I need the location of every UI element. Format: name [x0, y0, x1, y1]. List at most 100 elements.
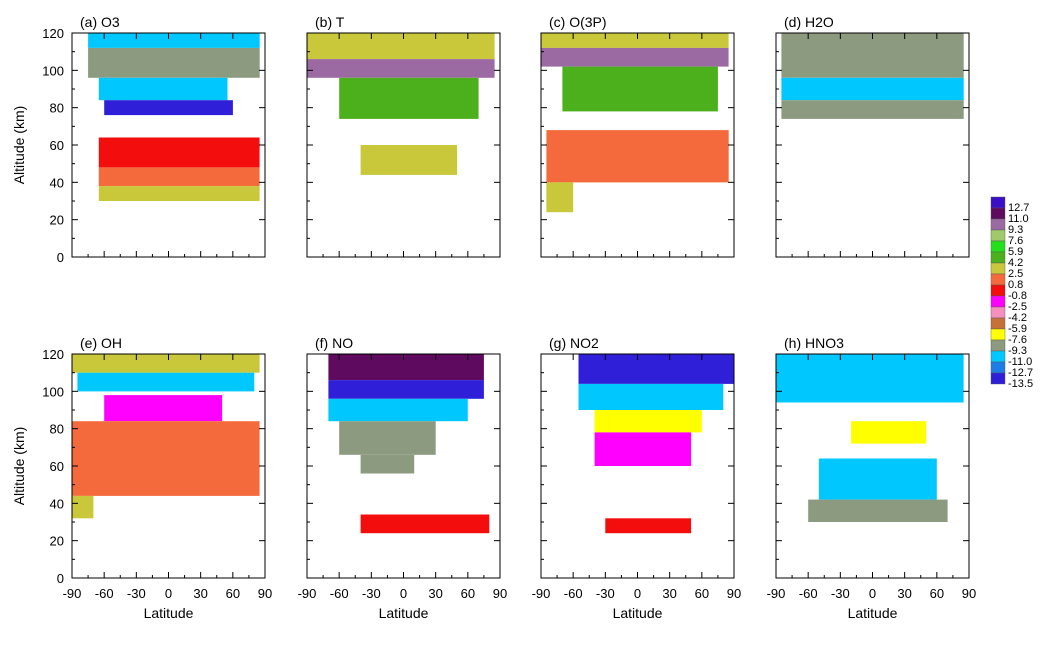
contour-band	[594, 432, 692, 466]
x-axis-label: Latitude	[144, 605, 194, 621]
x-tick-label: 90	[962, 586, 976, 601]
colorbar-label: -7.6	[1008, 334, 1027, 346]
panel-hno3: (h) HNO3 -90 -60 -30 0 30 60 90 Latitude	[767, 335, 977, 621]
y-tick-label: 60	[50, 138, 64, 153]
colorbar-swatch	[990, 295, 1006, 308]
contour-band	[339, 77, 479, 119]
y-tick-label: 80	[50, 101, 64, 116]
contour-band	[808, 499, 948, 522]
panels-group: (a) O3 0 20 40 60 80 100 120 Altitude (km) (b) T (…	[11, 14, 976, 621]
contour-band	[818, 458, 937, 500]
y-axis-label: Altitude (km)	[11, 106, 27, 185]
colorbar-swatch	[990, 328, 1006, 341]
colorbar-swatch	[990, 251, 1006, 264]
colorbar-swatch	[990, 284, 1006, 297]
contour-band	[541, 33, 729, 48]
contour-band	[77, 372, 255, 392]
y-tick-label: 40	[50, 175, 64, 190]
colorbar-label: 12.7	[1008, 202, 1029, 214]
panel-t: (b) T	[306, 14, 501, 258]
colorbar-swatch	[990, 339, 1006, 352]
x-tick-label: 30	[193, 586, 207, 601]
contour-band	[360, 145, 458, 175]
x-tick-label: -60	[799, 586, 818, 601]
contour-band	[98, 167, 260, 187]
contour-band	[781, 33, 964, 78]
contour-band	[360, 454, 415, 474]
contour-band	[72, 354, 260, 373]
x-tick-label: -30	[831, 586, 850, 601]
contour-band	[578, 383, 724, 410]
x-axis-label: Latitude	[613, 605, 663, 621]
contour-band	[776, 354, 964, 403]
panel-no: (f) NO -90 -60 -30 0 30 60 90 Latitude	[298, 335, 508, 621]
panel-oh: (e) OH -90 -60 -30 0 30 60 90 Latitude 0 20 40 60 80 1…	[11, 335, 272, 621]
panel-title: (e) OH	[80, 335, 122, 351]
contour-band	[781, 77, 964, 101]
panel-title: (d) H2O	[784, 14, 834, 30]
panel-no2: (g) NO2 -90 -60 -30 0 30 60 90 Latitude	[532, 335, 742, 621]
contour-band	[605, 518, 692, 534]
x-tick-label: -60	[564, 586, 583, 601]
panel-title: (c) O(3P)	[549, 14, 607, 30]
x-tick-label: -30	[362, 586, 381, 601]
colorbar-label: 11.0	[1008, 213, 1029, 225]
x-tick-label: 30	[662, 586, 676, 601]
colorbar-swatch	[990, 273, 1006, 286]
contour-band	[88, 47, 260, 78]
contour-band	[72, 421, 260, 496]
colorbar: 12.711.09.37.65.94.22.50.8-0.8-2.5-4.2-5…	[990, 196, 1033, 390]
x-tick-label: -90	[298, 586, 317, 601]
panel-title: (a) O3	[80, 14, 120, 30]
contour-band	[328, 354, 484, 381]
panel-o3: (a) O3 0 20 40 60 80 100 120 Altitude (km)	[11, 14, 266, 265]
colorbar-swatch	[990, 317, 1006, 330]
x-tick-label: -90	[63, 586, 82, 601]
contour-band	[98, 186, 260, 201]
colorbar-label: 2.5	[1008, 268, 1023, 280]
colorbar-label: 0.8	[1008, 279, 1023, 291]
colorbar-label: -9.3	[1008, 345, 1027, 357]
y-tick-label: 40	[50, 496, 64, 511]
panel-title: (h) HNO3	[784, 335, 844, 351]
x-axis-label: Latitude	[379, 605, 429, 621]
colorbar-swatch	[990, 240, 1006, 253]
x-tick-label: -90	[767, 586, 786, 601]
colorbar-swatch	[990, 306, 1006, 319]
x-tick-label: -90	[532, 586, 551, 601]
colorbar-label: -11.0	[1008, 356, 1032, 368]
contour-band	[88, 33, 260, 48]
x-tick-label: 0	[400, 586, 407, 601]
y-tick-label: 120	[42, 26, 64, 41]
contour-band	[307, 33, 495, 60]
x-tick-label: -60	[330, 586, 349, 601]
contour-band	[851, 421, 927, 444]
contour-band	[307, 59, 495, 78]
x-tick-label: 60	[461, 586, 475, 601]
x-tick-label: 30	[428, 586, 442, 601]
colorbar-swatch	[990, 361, 1006, 374]
colorbar-swatch	[990, 350, 1006, 363]
contour-band	[328, 398, 468, 422]
contour-band	[546, 130, 729, 183]
contour-band	[578, 354, 734, 384]
panel-h2o: (d) H2O	[775, 14, 970, 258]
y-tick-label: 0	[57, 571, 64, 586]
x-tick-label: 0	[165, 586, 172, 601]
colorbar-label: -12.7	[1008, 367, 1033, 379]
colorbar-swatch	[990, 218, 1006, 231]
x-tick-label: 60	[695, 586, 709, 601]
x-tick-label: 60	[930, 586, 944, 601]
x-axis-label: Latitude	[848, 605, 898, 621]
contour-band	[541, 47, 729, 67]
x-tick-label: 0	[869, 586, 876, 601]
contour-band	[98, 77, 228, 101]
colorbar-swatch	[990, 196, 1006, 209]
y-tick-label: 20	[50, 213, 64, 228]
contour-band	[104, 100, 233, 116]
contour-band	[72, 495, 94, 519]
x-tick-label: -30	[596, 586, 615, 601]
panel-title: (f) NO	[315, 335, 353, 351]
y-tick-label: 60	[50, 459, 64, 474]
